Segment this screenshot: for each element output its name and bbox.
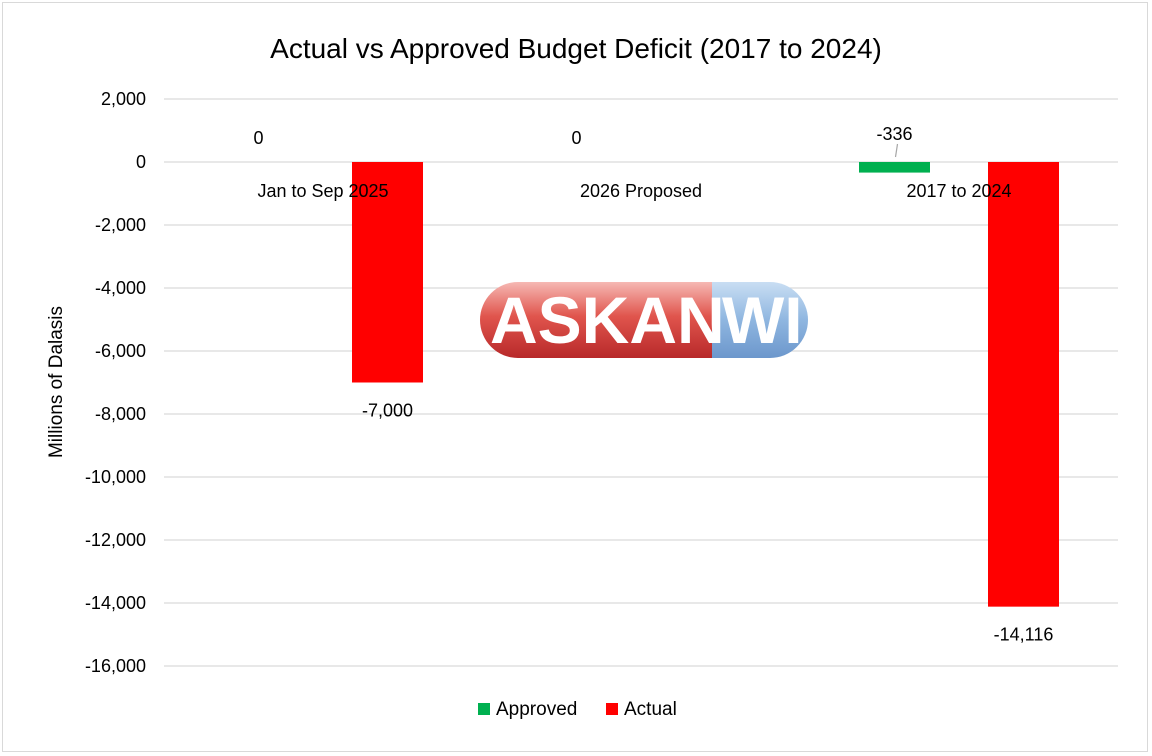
y-axis-title: Millions of Dalasis bbox=[46, 306, 67, 458]
chart-title: Actual vs Approved Budget Deficit (2017 … bbox=[270, 33, 882, 64]
legend-label: Actual bbox=[624, 699, 677, 720]
legend-swatch-actual bbox=[606, 703, 618, 715]
data-label: -7,000 bbox=[362, 401, 413, 421]
y-tick-label: 2,000 bbox=[101, 89, 146, 109]
data-label: 0 bbox=[571, 128, 581, 148]
bars bbox=[352, 162, 1059, 607]
data-label: -336 bbox=[876, 124, 912, 144]
legend-label: Approved bbox=[496, 699, 577, 720]
watermark-right-text: WI bbox=[722, 283, 803, 357]
bar-actual bbox=[352, 162, 423, 383]
legend: Approved Actual bbox=[478, 699, 677, 720]
category-label: 2026 Proposed bbox=[580, 181, 702, 201]
category-label: 2017 to 2024 bbox=[906, 181, 1011, 201]
y-tick-label: -8,000 bbox=[95, 404, 146, 424]
data-label: 0 bbox=[253, 128, 263, 148]
y-tick-label: -6,000 bbox=[95, 341, 146, 361]
category-label: Jan to Sep 2025 bbox=[257, 181, 388, 201]
y-tick-label: 0 bbox=[136, 152, 146, 172]
category-labels: Jan to Sep 2025 2026 Proposed 2017 to 2024 bbox=[257, 181, 1011, 201]
y-axis-tick-labels: 2,000 0 -2,000 -4,000 -6,000 -8,000 -10,000 -12… bbox=[85, 89, 146, 676]
gridlines bbox=[164, 98, 1118, 667]
legend-swatch-approved bbox=[478, 703, 490, 715]
y-tick-label: -16,000 bbox=[85, 656, 146, 676]
bar-actual bbox=[988, 162, 1059, 607]
y-tick-label: -4,000 bbox=[95, 278, 146, 298]
data-labels: 0 0 -336 -7,000 -14,116 bbox=[253, 124, 1053, 645]
y-tick-label: -14,000 bbox=[85, 593, 146, 613]
y-tick-label: -10,000 bbox=[85, 467, 146, 487]
watermark-left-text: ASKAN bbox=[490, 283, 725, 357]
bar-approved bbox=[859, 162, 930, 173]
data-label-leader-line bbox=[894, 143, 899, 158]
data-label: -14,116 bbox=[994, 625, 1054, 645]
y-tick-label: -12,000 bbox=[85, 530, 146, 550]
askanwi-watermark-logo: ASKAN WI bbox=[480, 282, 808, 358]
y-tick-label: -2,000 bbox=[95, 215, 146, 235]
